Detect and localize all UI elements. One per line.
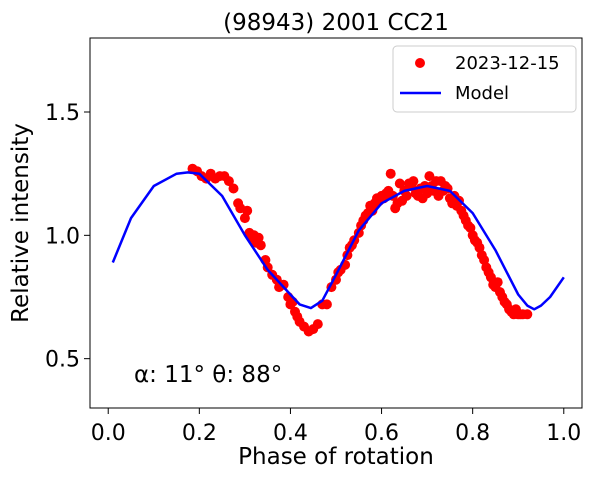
plot-frame — [89, 37, 583, 409]
data-point — [242, 205, 253, 216]
x-tick-label: 0.8 — [455, 421, 490, 446]
data-point — [394, 178, 405, 189]
angle-annotation: α: 11° θ: 88° — [134, 362, 282, 388]
x-tick-label: 0.4 — [273, 421, 308, 446]
data-point — [408, 176, 419, 187]
legend-marker-observations — [415, 58, 425, 68]
x-tick-label: 0.6 — [364, 421, 399, 446]
legend-box — [392, 45, 577, 113]
data-point — [228, 183, 239, 194]
data-point — [492, 277, 503, 288]
data-point — [278, 279, 289, 290]
model-line — [111, 171, 565, 311]
y-axis-label: Relative intensity — [8, 123, 34, 323]
data-point — [255, 240, 266, 251]
data-point — [321, 299, 332, 310]
x-axis-label: Phase of rotation — [238, 444, 434, 470]
y-tick-label: 0.5 — [45, 348, 80, 373]
legend: 2023-12-15 Model — [392, 45, 577, 113]
chart-title: (98943) 2001 CC21 — [223, 10, 449, 36]
y-axis-ticks: 0.5 1.0 1.5 — [45, 101, 90, 373]
legend-label-model: Model — [455, 83, 509, 104]
x-tick-label: 1.0 — [546, 421, 581, 446]
y-tick-label: 1.5 — [45, 101, 80, 126]
x-tick-label: 0.2 — [182, 421, 217, 446]
x-axis-ticks: 0.0 0.2 0.4 0.6 0.8 1.0 — [91, 408, 581, 446]
data-point — [223, 176, 234, 187]
data-point — [312, 319, 323, 330]
legend-label-observations: 2023-12-15 — [455, 53, 560, 74]
data-point — [522, 309, 533, 320]
data-point — [385, 168, 396, 179]
plot-area — [111, 163, 565, 337]
x-tick-label: 0.0 — [91, 421, 126, 446]
data-point — [401, 190, 412, 201]
y-tick-label: 1.0 — [45, 224, 80, 249]
